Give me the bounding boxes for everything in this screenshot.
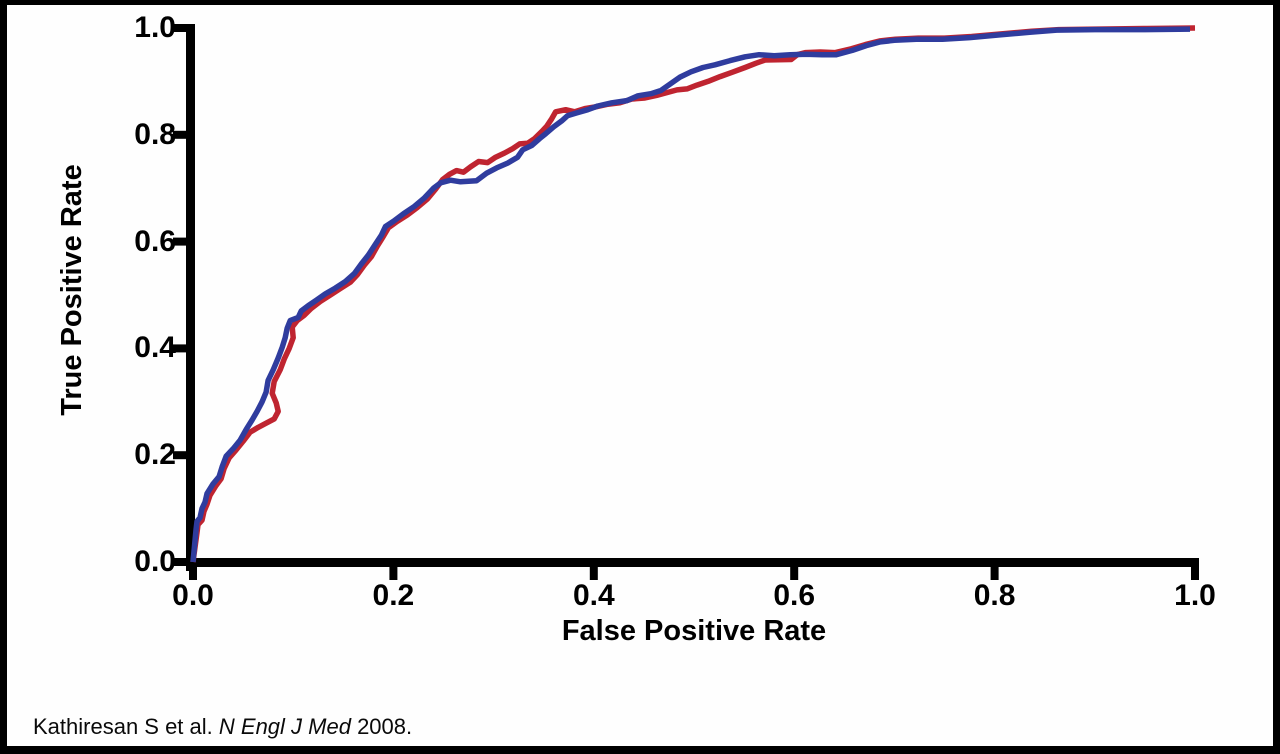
x-axis-label: False Positive Rate bbox=[561, 615, 827, 647]
x-tick-label: 0.6 bbox=[773, 579, 816, 612]
x-tick-label: 0.8 bbox=[973, 579, 1016, 612]
x-axis-tick bbox=[1191, 567, 1199, 580]
y-axis-label: True Positive Rate bbox=[56, 164, 88, 416]
y-axis-tick bbox=[173, 24, 186, 32]
citation-journal: N Engl J Med bbox=[218, 714, 351, 739]
x-tick-label: 0.2 bbox=[372, 579, 415, 612]
citation: Kathiresan S et al. N Engl J Med 2008. bbox=[33, 714, 412, 740]
x-tick-label: 0.0 bbox=[172, 579, 214, 612]
y-axis-tick bbox=[173, 451, 186, 460]
citation-year: 2008. bbox=[350, 714, 413, 739]
red-roc-curve bbox=[190, 25, 1196, 563]
x-axis-tick bbox=[990, 567, 999, 580]
x-axis-tick bbox=[790, 567, 799, 580]
x-axis-tick bbox=[589, 567, 598, 580]
blue-roc-curve bbox=[190, 26, 1191, 563]
citation-authors: Kathiresan S et al. bbox=[33, 714, 219, 739]
y-axis-tick bbox=[173, 344, 186, 353]
y-tick-label: 0.8 bbox=[134, 117, 176, 151]
y-tick-label: 0.6 bbox=[134, 224, 176, 258]
y-axis-tick bbox=[173, 558, 186, 566]
x-axis-tick bbox=[189, 567, 197, 580]
x-tick-label: 0.4 bbox=[572, 579, 615, 612]
y-tick-label: 1.0 bbox=[134, 11, 176, 44]
y-axis-tick bbox=[173, 130, 186, 139]
y-tick-label: 0.2 bbox=[134, 438, 176, 472]
x-tick-label: 1.0 bbox=[1174, 579, 1216, 612]
y-axis-tick bbox=[173, 237, 186, 246]
x-axis-tick bbox=[389, 567, 398, 580]
x-axis-spine bbox=[186, 558, 1199, 567]
y-tick-label: 0.0 bbox=[134, 545, 176, 578]
y-axis-spine bbox=[186, 24, 195, 571]
y-tick-label: 0.4 bbox=[134, 331, 176, 365]
